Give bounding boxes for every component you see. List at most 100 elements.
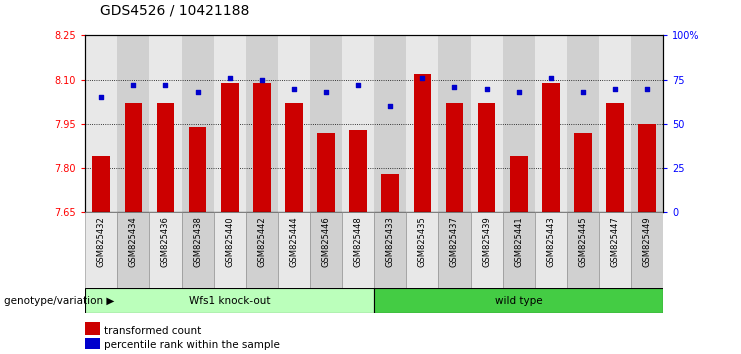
Bar bbox=[150, 212, 182, 289]
Bar bbox=[150, 35, 182, 212]
Bar bbox=[535, 212, 567, 289]
Bar bbox=[278, 212, 310, 289]
Text: wild type: wild type bbox=[495, 296, 542, 306]
Bar bbox=[93, 156, 110, 212]
Bar bbox=[542, 82, 559, 212]
Bar bbox=[278, 35, 310, 212]
Point bbox=[352, 82, 364, 88]
Bar bbox=[478, 103, 496, 212]
Text: GSM825432: GSM825432 bbox=[97, 216, 106, 267]
Bar bbox=[631, 35, 663, 212]
Point bbox=[159, 82, 171, 88]
Bar bbox=[213, 35, 246, 212]
Bar bbox=[445, 103, 463, 212]
Text: GSM825445: GSM825445 bbox=[579, 216, 588, 267]
Bar bbox=[374, 35, 406, 212]
Bar bbox=[117, 35, 150, 212]
Text: GSM825449: GSM825449 bbox=[642, 216, 651, 267]
Point bbox=[127, 82, 139, 88]
Bar bbox=[342, 35, 374, 212]
Text: GSM825447: GSM825447 bbox=[611, 216, 619, 267]
Bar bbox=[567, 212, 599, 289]
Bar bbox=[413, 74, 431, 212]
Text: GSM825436: GSM825436 bbox=[161, 216, 170, 267]
Point bbox=[481, 86, 493, 91]
Text: genotype/variation ▶: genotype/variation ▶ bbox=[4, 296, 114, 306]
Point bbox=[385, 103, 396, 109]
Point bbox=[224, 75, 236, 81]
Point bbox=[288, 86, 300, 91]
Bar bbox=[406, 35, 439, 212]
Text: GSM825440: GSM825440 bbox=[225, 216, 234, 267]
Text: GSM825444: GSM825444 bbox=[290, 216, 299, 267]
Bar bbox=[253, 82, 270, 212]
Bar bbox=[85, 35, 117, 212]
Bar bbox=[189, 127, 207, 212]
Bar bbox=[638, 124, 656, 212]
Bar bbox=[535, 35, 567, 212]
Bar bbox=[310, 35, 342, 212]
Bar bbox=[221, 82, 239, 212]
Text: GSM825446: GSM825446 bbox=[322, 216, 330, 267]
Text: percentile rank within the sample: percentile rank within the sample bbox=[104, 340, 279, 350]
Text: GDS4526 / 10421188: GDS4526 / 10421188 bbox=[100, 4, 250, 18]
Bar bbox=[599, 35, 631, 212]
Bar bbox=[374, 212, 406, 289]
Bar bbox=[182, 212, 213, 289]
Bar bbox=[213, 212, 246, 289]
Text: GSM825438: GSM825438 bbox=[193, 216, 202, 267]
Bar bbox=[117, 212, 150, 289]
Bar bbox=[246, 212, 278, 289]
Bar bbox=[439, 212, 471, 289]
Text: GSM825434: GSM825434 bbox=[129, 216, 138, 267]
Bar bbox=[374, 288, 663, 313]
Bar bbox=[349, 130, 367, 212]
Text: GSM825433: GSM825433 bbox=[386, 216, 395, 267]
Bar bbox=[85, 212, 117, 289]
Point bbox=[192, 89, 204, 95]
Text: GSM825442: GSM825442 bbox=[257, 216, 266, 267]
Text: GSM825435: GSM825435 bbox=[418, 216, 427, 267]
Bar bbox=[382, 174, 399, 212]
Bar bbox=[502, 212, 535, 289]
Text: GSM825441: GSM825441 bbox=[514, 216, 523, 267]
Text: GSM825439: GSM825439 bbox=[482, 216, 491, 267]
Bar bbox=[599, 212, 631, 289]
Bar bbox=[85, 322, 100, 335]
Point bbox=[320, 89, 332, 95]
Bar bbox=[342, 212, 374, 289]
Bar bbox=[246, 35, 278, 212]
Bar bbox=[574, 133, 592, 212]
Bar bbox=[567, 35, 599, 212]
Point bbox=[513, 89, 525, 95]
Bar bbox=[471, 212, 502, 289]
Point bbox=[545, 75, 556, 81]
Point bbox=[96, 95, 107, 100]
Bar bbox=[156, 103, 174, 212]
Point bbox=[416, 75, 428, 81]
Bar bbox=[439, 35, 471, 212]
Point bbox=[256, 77, 268, 82]
Bar bbox=[285, 103, 303, 212]
Bar bbox=[502, 35, 535, 212]
Point bbox=[641, 86, 653, 91]
Point bbox=[577, 89, 589, 95]
Bar bbox=[124, 103, 142, 212]
Bar bbox=[85, 338, 100, 349]
Bar bbox=[471, 35, 502, 212]
Bar bbox=[182, 35, 213, 212]
Text: GSM825437: GSM825437 bbox=[450, 216, 459, 267]
Text: transformed count: transformed count bbox=[104, 326, 201, 336]
Bar bbox=[510, 156, 528, 212]
Bar bbox=[310, 212, 342, 289]
Point bbox=[609, 86, 621, 91]
Bar bbox=[631, 212, 663, 289]
Bar bbox=[606, 103, 624, 212]
Bar bbox=[85, 288, 374, 313]
Text: GSM825448: GSM825448 bbox=[353, 216, 362, 267]
Bar bbox=[406, 212, 439, 289]
Bar bbox=[317, 133, 335, 212]
Point bbox=[448, 84, 460, 90]
Text: Wfs1 knock-out: Wfs1 knock-out bbox=[189, 296, 270, 306]
Text: GSM825443: GSM825443 bbox=[546, 216, 555, 267]
